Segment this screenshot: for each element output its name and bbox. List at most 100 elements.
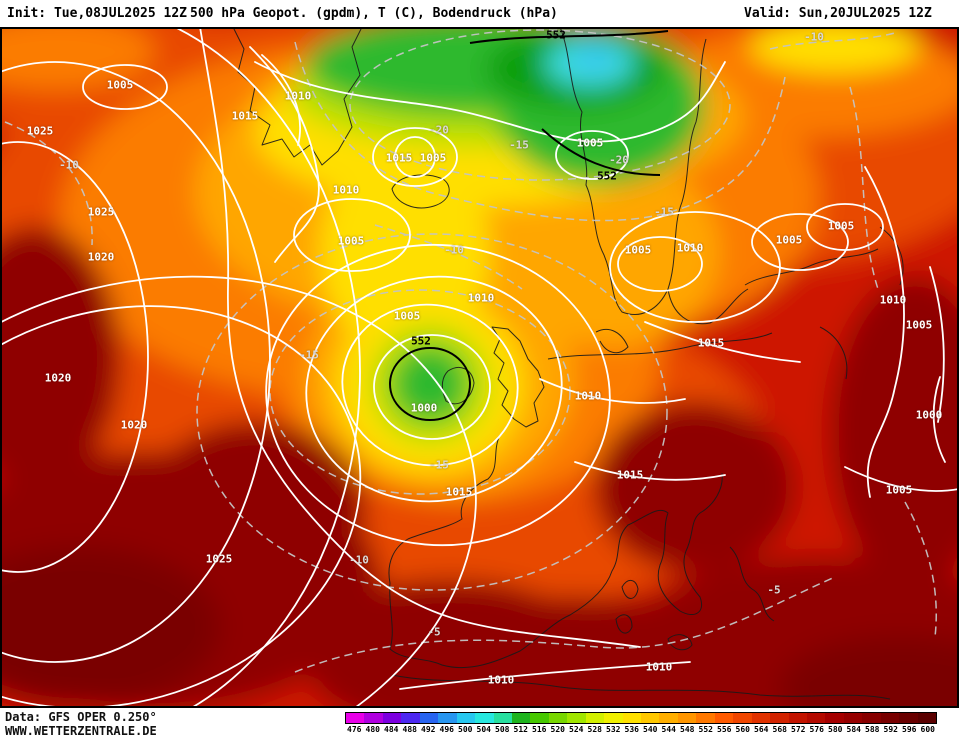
temperature-label: -15 [429, 458, 449, 472]
colorbar-cell [548, 713, 568, 723]
colorbar-tick: 584 [846, 725, 861, 734]
geopotential-label: 552 [597, 169, 617, 183]
chart-title: 500 hPa Geopot. (gpdm), T (C), Bodendruc… [190, 6, 558, 21]
colorbar-tick: 552 [698, 725, 713, 734]
isobar-label: 1010 [487, 673, 515, 687]
colorbar-tick: 600 [920, 725, 935, 734]
colorbar-tick: 524 [569, 725, 584, 734]
isobar-label: 1005 [419, 151, 447, 165]
colorbar-cell [751, 713, 771, 723]
colorbar-cell [585, 713, 605, 723]
colorbar-cell [364, 713, 383, 723]
credits: Data: GFS OPER 0.250° WWW.WETTERZENTRALE… [5, 710, 157, 738]
temperature-label: -10 [804, 30, 824, 44]
colorbar-tick: 588 [865, 725, 880, 734]
temperature-label: -10 [349, 553, 369, 567]
isobar-label: 1010 [574, 389, 602, 403]
colorbar-cell [733, 713, 752, 723]
temperature-label: -5 [767, 583, 781, 597]
geopotential-label: 552 [546, 28, 566, 42]
temperature-label: -20 [429, 123, 449, 137]
colorbar-tick: 540 [643, 725, 658, 734]
colorbar-tick: 504 [476, 725, 491, 734]
colorbar-tick: 480 [365, 725, 380, 734]
coastlines [232, 27, 904, 700]
colorbar-tick: 512 [513, 725, 528, 734]
colorbar-cell [770, 713, 789, 723]
colorbar-tick: 536 [624, 725, 639, 734]
colorbar-tick: 564 [754, 725, 769, 734]
isobar-label: 1015 [445, 485, 473, 499]
temperature-label: -10 [59, 158, 79, 172]
geopotential-label: 552 [411, 334, 431, 348]
isobar-label: 1015 [697, 336, 725, 350]
colorbar-tick: 576 [809, 725, 824, 734]
isobar-label: 1010 [676, 241, 704, 255]
colorbar-cell [622, 713, 641, 723]
isobar-label: 1000 [410, 401, 438, 415]
colorbar-tick: 528 [587, 725, 602, 734]
colorbar-cell [511, 713, 531, 723]
data-source: Data: GFS OPER 0.250° [5, 710, 157, 724]
isobar-label: 1010 [332, 183, 360, 197]
footer-bar: Data: GFS OPER 0.250° WWW.WETTERZENTRALE… [0, 708, 959, 741]
colorbar-cell [475, 713, 494, 723]
colorbar-cell [825, 713, 844, 723]
colorbar-cell [880, 713, 900, 723]
temperature-label: -5 [427, 625, 441, 639]
colorbar-cell [438, 713, 457, 723]
colorbar-cell [401, 713, 420, 723]
isobar-label: 1010 [467, 291, 495, 305]
temperature-label: -15 [509, 138, 529, 152]
isobar-label: 1005 [106, 78, 134, 92]
colorbar-tick: 496 [439, 725, 454, 734]
colorbar-tick: 560 [735, 725, 750, 734]
geopotential-contours [389, 30, 669, 421]
colorbar-legend: 476 480 484 488 492 496 500 504 508 512 516 520 524 5… [345, 712, 937, 734]
colorbar-cell [567, 713, 586, 723]
colorbar-cell [917, 713, 936, 723]
colorbar-cell [714, 713, 734, 723]
colorbar-tick: 548 [680, 725, 695, 734]
isobar-label: 1010 [645, 660, 673, 674]
valid-time: Valid: Sun,20JUL2025 12Z [744, 6, 932, 21]
isobar-label: 1005 [827, 219, 855, 233]
isobar-label: 1025 [26, 124, 54, 138]
colorbar-tick: 572 [791, 725, 806, 734]
isobar-label: 1005 [393, 309, 421, 323]
colorbar-tick: 488 [402, 725, 417, 734]
temperature-label: -10 [444, 243, 464, 257]
isobar-label: 1025 [205, 552, 233, 566]
header-bar: Init: Tue,08JUL2025 12Z 500 hPa Geopot. … [0, 0, 959, 27]
colorbar-tick: 592 [883, 725, 898, 734]
isobar-label: 1005 [337, 234, 365, 248]
isobar-label: 1010 [879, 293, 907, 307]
colorbar-cell [843, 713, 863, 723]
isobar-contours [0, 27, 959, 708]
isobar-label: 1005 [905, 318, 933, 332]
colorbar-cell [493, 713, 512, 723]
colorbar-cell [899, 713, 918, 723]
colorbar-tick: 500 [458, 725, 473, 734]
temperature-color-field [0, 27, 959, 708]
map-label-layer: 1005 1025 1025 1020 1020 1020 1025 1010 1015 1015… [0, 27, 959, 708]
colorbar-cell [456, 713, 476, 723]
colorbar-cell [696, 713, 715, 723]
colorbar-tick: 492 [421, 725, 436, 734]
init-time: Init: Tue,08JUL2025 12Z [7, 6, 188, 21]
colorbar-cell [659, 713, 678, 723]
colorbar-cell [641, 713, 660, 723]
colorbar-cell [604, 713, 623, 723]
colorbar-cell [346, 713, 365, 723]
website: WWW.WETTERZENTRALE.DE [5, 724, 157, 738]
temperature-label: -15 [654, 205, 674, 219]
isobar-label: 1015 [385, 151, 413, 165]
colorbar-cell [677, 713, 697, 723]
colorbar-tick: 544 [661, 725, 676, 734]
colorbar-tick: 484 [384, 725, 399, 734]
colorbar-cell [419, 713, 439, 723]
isobar-label: 1005 [624, 243, 652, 257]
colorbar-cell [788, 713, 807, 723]
colorbar-tick: 596 [902, 725, 917, 734]
